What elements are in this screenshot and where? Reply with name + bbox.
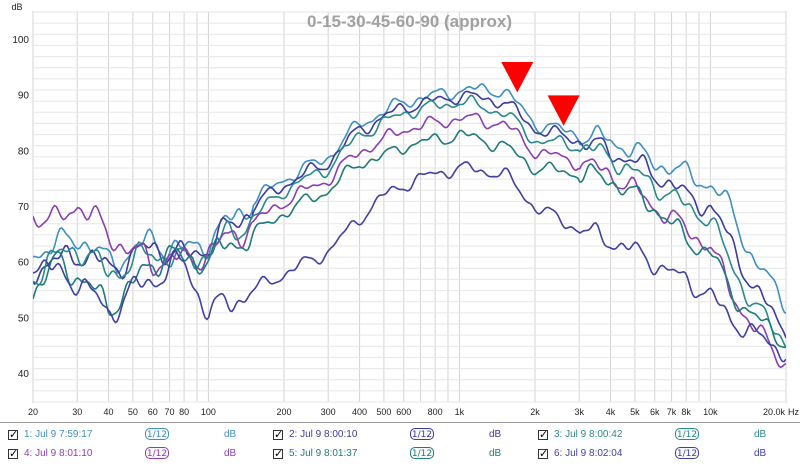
- smoothing-button-1[interactable]: 1/12: [145, 428, 169, 440]
- legend-item-1[interactable]: 1: Jul 9 7:59:17 1/12 dB: [0, 425, 265, 445]
- x-tick-label: 1k: [455, 407, 465, 417]
- legend-unit-2: dB: [489, 429, 502, 440]
- x-tick-label: 70: [165, 407, 175, 417]
- x-tick-label: 20: [28, 407, 38, 417]
- y-tick-label: 100: [12, 35, 29, 46]
- y-tick-label: 50: [18, 313, 30, 324]
- grid: [32, 11, 787, 403]
- plot-area: [32, 11, 787, 403]
- legend-label-5: 5: Jul 9 8:01:37: [289, 448, 358, 459]
- series-line-5: [33, 129, 786, 349]
- y-tick-label: 80: [18, 146, 30, 157]
- y-tick-label: 90: [18, 91, 30, 102]
- legend-checkbox-6[interactable]: [538, 447, 548, 460]
- legend-row: 4: Jul 9 8:01:10 1/12 dB 5: Jul 9 8:01:3…: [0, 444, 800, 464]
- legend-checkbox-4[interactable]: [8, 447, 18, 460]
- x-tick-label: 200: [276, 407, 291, 417]
- x-tick-label: 8k: [681, 407, 691, 417]
- x-tick-label: 3k: [574, 407, 584, 417]
- legend-item-5[interactable]: 5: Jul 9 8:01:37 1/12 dB: [265, 444, 530, 464]
- legend-item-6[interactable]: 6: Jul 9 8:02:04 1/12 dB: [530, 444, 795, 464]
- x-tick-label: 50: [128, 407, 138, 417]
- y-tick-label: 60: [18, 258, 30, 269]
- series-line-2: [33, 90, 786, 339]
- x-tick-label: 7k: [667, 407, 677, 417]
- x-tick-label: 40: [104, 407, 114, 417]
- series-group: [33, 83, 786, 369]
- x-tick-label: 400: [352, 407, 367, 417]
- legend-checkbox-5[interactable]: [273, 447, 283, 460]
- x-tick-label: 300: [321, 407, 336, 417]
- frequency-response-chart: 40 50 60 70 80 90 100 dB 20 30 40 50 60 70 80 100 200 300…: [11, 2, 799, 417]
- y-axis-label: dB: [11, 2, 22, 12]
- y-tick-label: 40: [18, 369, 30, 380]
- x-tick-label: 800: [428, 407, 443, 417]
- legend-label-3: 3: Jul 9 8:00:42: [554, 429, 623, 440]
- legend-checkbox-3[interactable]: [538, 428, 548, 441]
- legend-row: 1: Jul 9 7:59:17 1/12 dB 2: Jul 9 8:00:1…: [0, 425, 800, 445]
- legend-item-2[interactable]: 2: Jul 9 8:00:10 1/12 dB: [265, 425, 530, 445]
- x-tick-label: 4k: [606, 407, 616, 417]
- x-tick-label: 6k: [650, 407, 660, 417]
- legend-label-1: 1: Jul 9 7:59:17: [24, 429, 93, 440]
- smoothing-button-3[interactable]: 1/12: [675, 428, 699, 440]
- smoothing-button-5[interactable]: 1/12: [410, 447, 434, 459]
- legend-unit-1: dB: [224, 429, 237, 440]
- smoothing-button-2[interactable]: 1/12: [410, 428, 434, 440]
- legend-unit-3: dB: [754, 429, 767, 440]
- red-triangle-marker-1: [501, 62, 534, 93]
- x-tick-label: 80: [179, 407, 189, 417]
- legend-label-2: 2: Jul 9 8:00:10: [289, 429, 358, 440]
- legend-item-4[interactable]: 4: Jul 9 8:01:10 1/12 dB: [0, 444, 265, 464]
- legend-checkbox-1[interactable]: [8, 428, 18, 441]
- x-tick-label: 10k: [703, 407, 718, 417]
- x-tick-label: 2k: [530, 407, 540, 417]
- legend-unit-5: dB: [489, 448, 502, 459]
- x-axis-label: Hz: [788, 407, 799, 417]
- legend-unit-6: dB: [754, 448, 767, 459]
- chart-title: 0-15-30-45-60-90 (approx): [307, 12, 512, 31]
- legend-unit-4: dB: [224, 448, 237, 459]
- series-line-3: [33, 94, 786, 348]
- legend-item-3[interactable]: 3: Jul 9 8:00:42 1/12 dB: [530, 425, 795, 445]
- legend-checkbox-2[interactable]: [273, 428, 283, 441]
- smoothing-button-6[interactable]: 1/12: [675, 447, 699, 459]
- x-tick-label: 5k: [630, 407, 640, 417]
- legend-label-4: 4: Jul 9 8:01:10: [24, 448, 93, 459]
- x-tick-label: 60: [148, 407, 158, 417]
- smoothing-button-4[interactable]: 1/12: [145, 447, 169, 459]
- red-triangle-marker-2: [547, 95, 580, 126]
- x-tick-label: 600: [396, 407, 411, 417]
- x-tick-label: 500: [376, 407, 391, 417]
- legend-panel: 1: Jul 9 7:59:17 1/12 dB 2: Jul 9 8:00:1…: [0, 422, 800, 466]
- x-tick-label: 30: [72, 407, 82, 417]
- x-tick-label: 20.0k: [763, 407, 786, 417]
- legend-label-6: 6: Jul 9 8:02:04: [554, 448, 623, 459]
- series-line-6: [33, 161, 786, 363]
- y-tick-label: 70: [18, 202, 30, 213]
- x-tick-label: 100: [201, 407, 216, 417]
